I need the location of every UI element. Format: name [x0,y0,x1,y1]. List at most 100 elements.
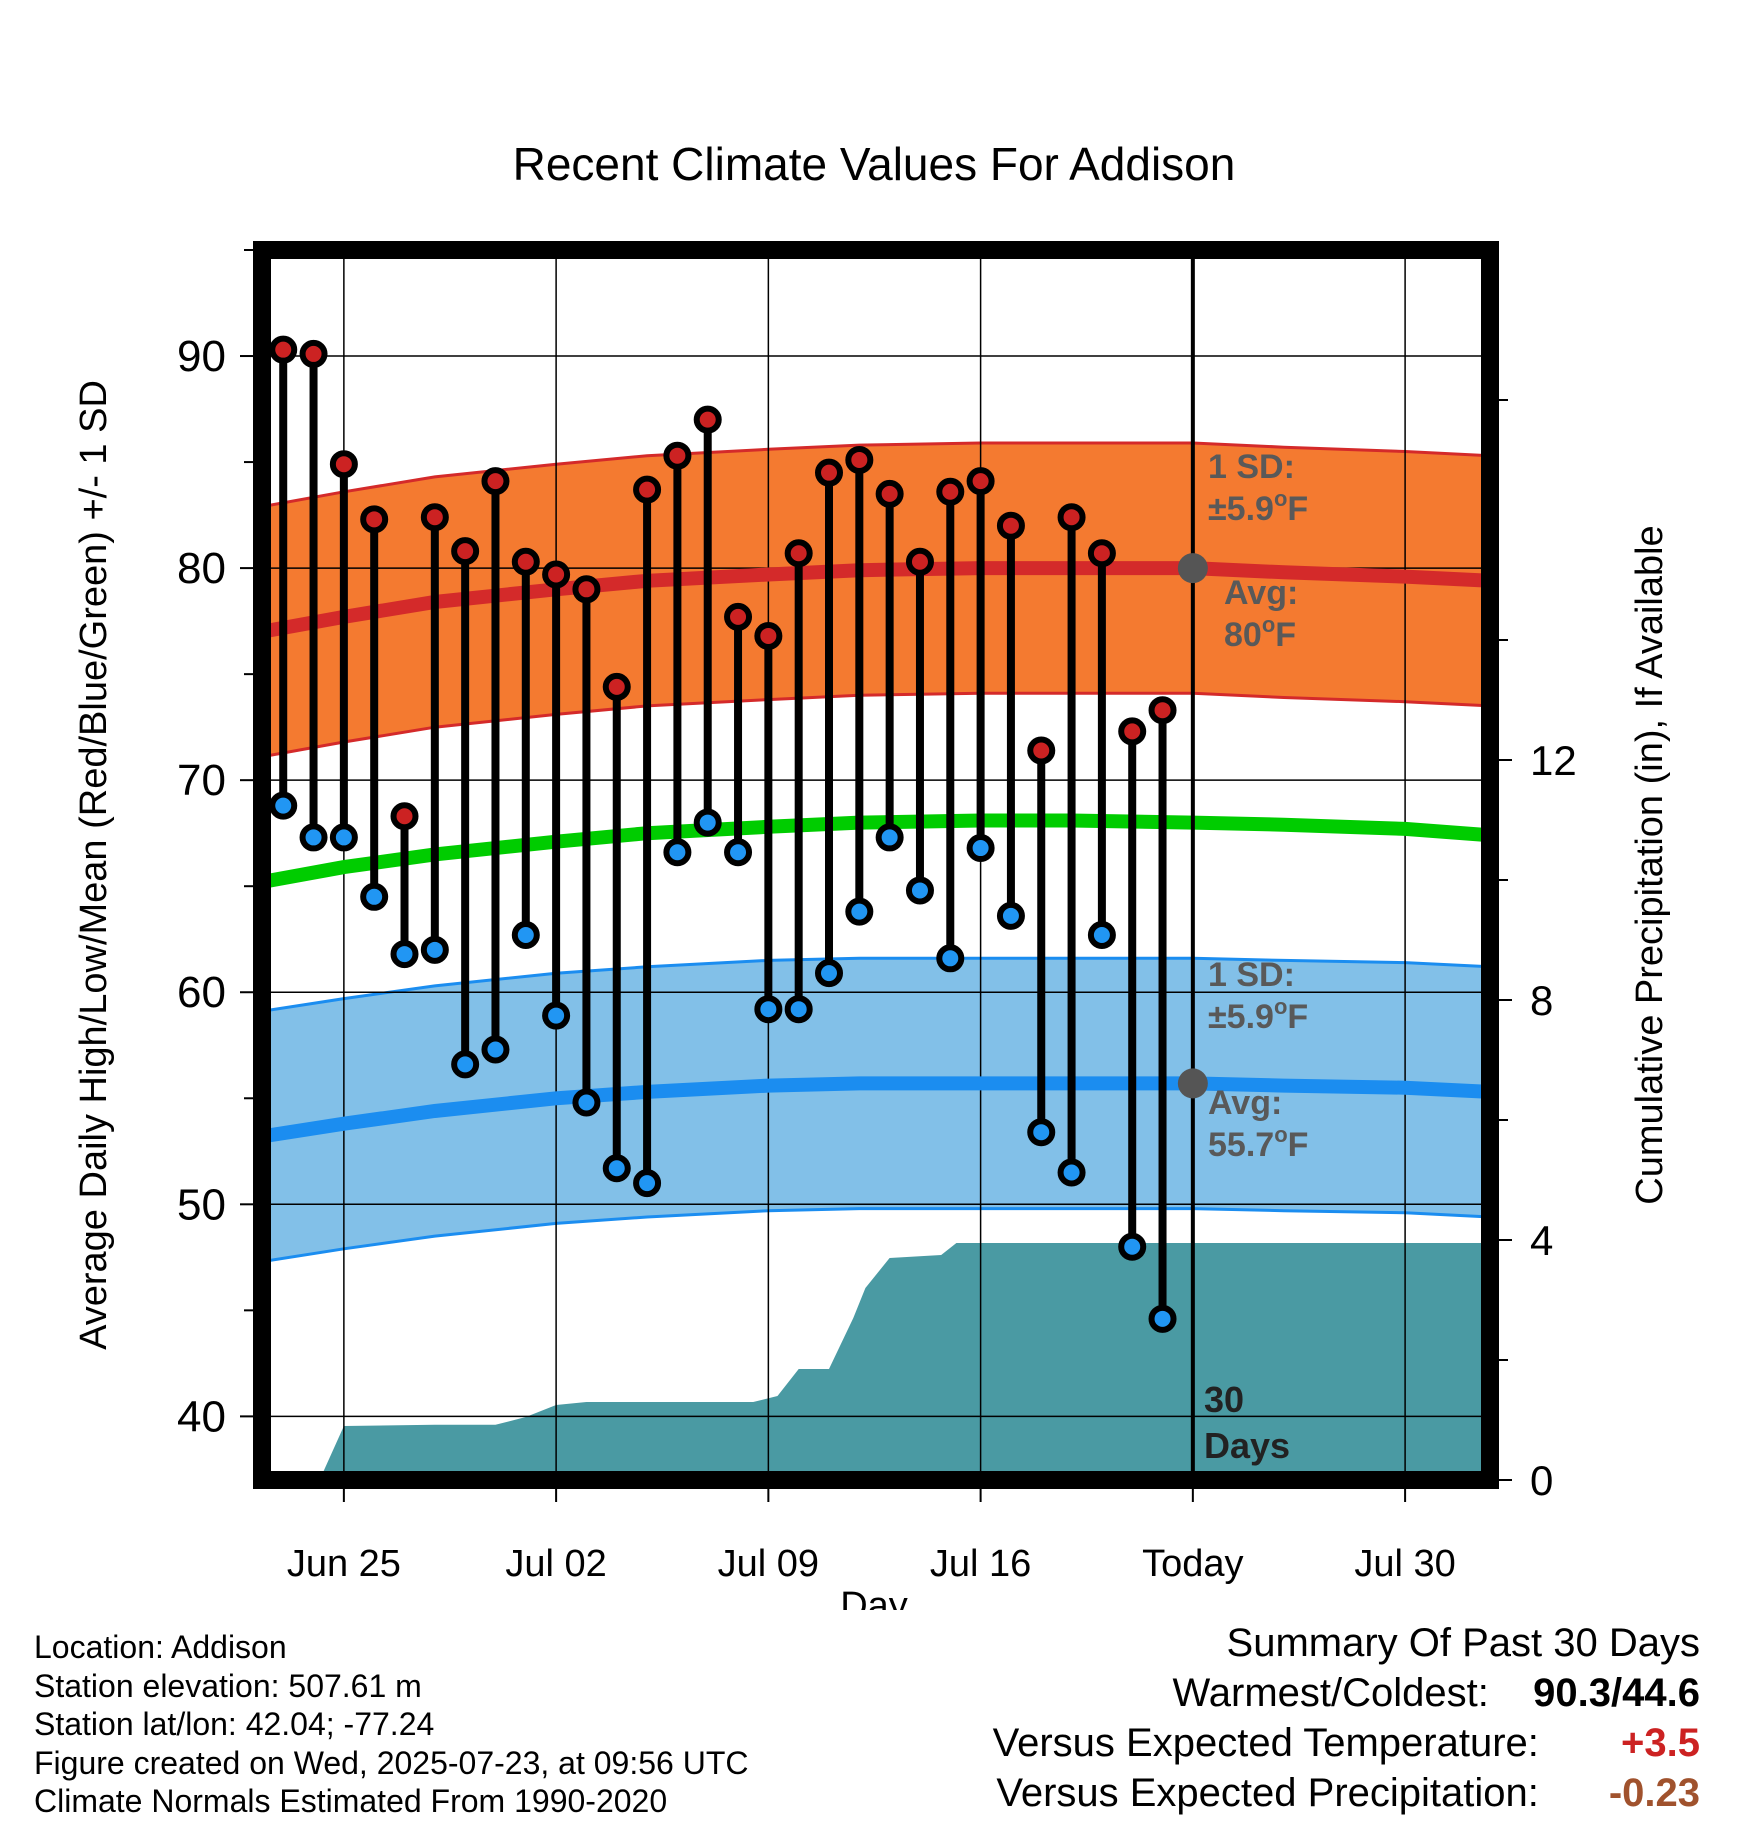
low-temp-point [1057,1158,1086,1187]
today-normal-high-marker [1177,553,1208,584]
high-temp-point [572,575,601,604]
precip-departure-row: Versus Expected Precipitation: -0.23 [993,1768,1700,1818]
high-temp-point [905,547,934,576]
high-temp-point [815,458,844,487]
low-temp-point [390,940,419,969]
high-temp-point [1148,696,1177,725]
high-temp-point [845,445,874,474]
high-temp-point [663,441,692,470]
temp-departure-row: Versus Expected Temperature: +3.5 [993,1718,1700,1768]
high-temp-point [1087,539,1116,568]
high-temp-point [602,672,631,701]
low-temp-point [360,882,389,911]
low-temp-point [633,1169,662,1198]
y-tick-label: 60 [177,968,226,1017]
low-temp-point [329,823,358,852]
high-sd-annotation-line: ±5.9oF [1208,486,1308,528]
x-tick-label: Jul 02 [505,1543,606,1585]
high-temp-point [542,560,571,589]
x-tick-label: Jul 09 [718,1543,819,1585]
high-temp-point [996,511,1025,540]
high-temp-point [360,505,389,534]
low-temp-point [784,995,813,1024]
high-temp-point [451,537,480,566]
high-temp-point [754,621,783,650]
high-sd-upper-edge [262,441,1490,509]
normal-mean-line [262,813,1490,889]
high-sd-band [262,443,1490,757]
low-temp-point [1118,1232,1147,1261]
low-temp-point [269,791,298,820]
days-label-line: 30 [1204,1379,1244,1420]
x-tick-label: Jun 25 [287,1543,401,1585]
y-tick-label: 50 [177,1180,226,1229]
today-normal-low-marker [1177,1068,1208,1099]
y2-tick-label: 0 [1530,1457,1553,1504]
plot-frame [253,241,1499,1489]
x-tick-label: Jul 30 [1354,1543,1455,1585]
low-temp-point [511,920,540,949]
temp-departure-value: +3.5 [1621,1721,1700,1765]
high-temp-point [693,405,722,434]
low-temp-point [481,1035,510,1064]
high-temp-point [511,547,540,576]
warmest-coldest-row: Warmest/Coldest: 90.3/44.6 [993,1668,1701,1718]
low-temp-point [451,1050,480,1079]
created-text: Figure created on Wed, 2025-07-23, at 09… [34,1744,749,1781]
high-temp-point [390,802,419,831]
low-temp-point [1087,920,1116,949]
y2-axis-label: Cumulative Precipitation (in), If Availa… [1629,525,1671,1204]
low-temp-point [299,823,328,852]
high-temp-point [936,477,965,506]
days-label-line: Days [1204,1425,1290,1466]
low-temp-point [420,935,449,964]
high-temp-point [875,479,904,508]
normal-low-line [262,1076,1490,1144]
low-sd-annotation-line: ±5.9oF [1208,994,1308,1036]
high-temp-point [633,475,662,504]
low-sd-lower-edge [262,1207,1490,1264]
high-temp-point [784,539,813,568]
normals-text: Climate Normals Estimated From 1990-2020 [34,1783,668,1819]
low-avg-annotation-line: Avg: [1208,1084,1282,1122]
low-temp-point [663,838,692,867]
x-tick-label: Today [1142,1543,1243,1585]
latlon-text: Station lat/lon: 42.04; -77.24 [34,1706,435,1742]
station-info: Location: Addison Station elevation: 507… [34,1628,748,1821]
x-tick-label: Jul 16 [930,1543,1031,1585]
location-text: Location: Addison [34,1629,287,1665]
high-temp-point [1057,503,1086,532]
high-avg-annotation-line: 80oF [1224,612,1296,654]
high-sd-annotation-line: 1 SD: [1208,448,1295,486]
warmest-coldest-value: 90.3/44.6 [1533,1671,1700,1715]
low-temp-point [966,834,995,863]
summary-panel: Summary Of Past 30 Days Warmest/Coldest:… [993,1618,1700,1818]
chart-title: Recent Climate Values For Addison [513,138,1236,190]
precip-departure-value: -0.23 [1608,1771,1700,1815]
high-temp-point [269,335,298,364]
y-tick-label: 90 [177,332,226,381]
low-temp-point [542,1001,571,1030]
y-tick-label: 70 [177,756,226,805]
climate-chart: Recent Climate Values For Addison 1 SD:±… [73,138,1671,1610]
low-temp-point [754,995,783,1024]
y-axis-label: Average Daily High/Low/Mean (Red/Blue/Gr… [73,380,115,1350]
low-temp-point [602,1154,631,1183]
high-temp-point [724,602,753,631]
low-sd-upper-edge [262,956,1490,1013]
warmest-coldest-label: Warmest/Coldest: [1172,1671,1489,1715]
precip-departure-label: Versus Expected Precipitation: [996,1771,1539,1815]
high-temp-point [420,503,449,532]
low-temp-point [1027,1118,1056,1147]
low-temp-point [845,897,874,926]
low-temp-point [905,876,934,905]
low-temp-point [1148,1304,1177,1333]
y-tick-label: 80 [177,544,226,593]
high-temp-point [1118,717,1147,746]
temp-departure-label: Versus Expected Temperature: [992,1721,1539,1765]
low-temp-point [815,959,844,988]
y2-tick-label: 4 [1530,1217,1553,1264]
high-avg-annotation-line: Avg: [1224,574,1298,612]
low-temp-point [936,944,965,973]
low-temp-point [693,808,722,837]
